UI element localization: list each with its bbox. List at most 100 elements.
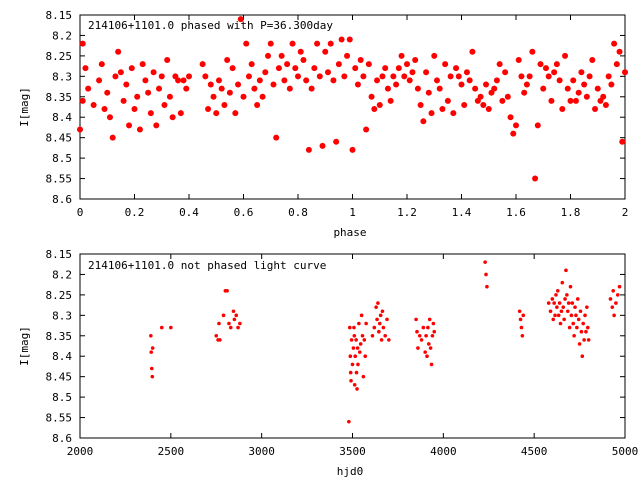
data-point xyxy=(270,81,277,88)
data-point xyxy=(368,93,375,100)
x-ticks: 0 0.2 0.4 0.6 0.8 1 1.2 1.4 1.6 1.8 2 xyxy=(77,15,628,219)
data-point xyxy=(254,101,261,108)
data-point xyxy=(557,301,562,305)
data-point xyxy=(427,317,432,322)
data-point xyxy=(245,73,252,80)
data-point xyxy=(370,333,375,338)
data-point xyxy=(382,65,389,72)
data-point xyxy=(427,342,431,346)
data-point xyxy=(217,321,221,326)
data-point xyxy=(453,65,460,72)
data-point xyxy=(267,40,274,47)
data-point xyxy=(616,48,623,55)
data-point xyxy=(363,126,370,133)
data-point xyxy=(232,110,239,117)
data-point xyxy=(347,325,352,330)
data-point xyxy=(589,56,596,63)
data-point xyxy=(515,56,522,63)
data-point xyxy=(357,56,364,63)
data-point xyxy=(221,313,226,318)
data-point xyxy=(562,52,569,59)
data-point xyxy=(300,56,307,63)
data-point xyxy=(572,97,579,104)
data-point xyxy=(236,325,240,330)
data-point xyxy=(424,333,428,338)
data-point xyxy=(384,85,391,92)
data-point xyxy=(123,81,130,88)
data-point xyxy=(504,93,511,100)
data-point xyxy=(295,73,301,80)
data-point xyxy=(371,106,378,113)
data-point xyxy=(142,77,149,84)
y-ticks: 8.15 8.2 8.25 8.3 8.35 8.4 8.45 8.5 8.55 8.6 xyxy=(46,248,625,445)
data-point xyxy=(532,175,539,182)
data-point xyxy=(568,284,573,289)
data-point xyxy=(436,85,443,92)
y-tick-label: 8.3 xyxy=(52,309,72,322)
data-point xyxy=(149,333,153,338)
data-point xyxy=(156,85,163,92)
data-point xyxy=(537,61,544,68)
data-point xyxy=(372,325,377,330)
data-point xyxy=(354,81,361,88)
data-point xyxy=(322,48,329,55)
data-point xyxy=(583,313,587,318)
data-point xyxy=(136,126,143,133)
data-point xyxy=(466,77,473,84)
data-point xyxy=(251,85,258,92)
data-point xyxy=(401,73,408,80)
y-tick-label: 8.25 xyxy=(46,289,73,302)
data-point xyxy=(101,106,108,113)
data-point xyxy=(613,61,620,68)
data-point xyxy=(348,370,353,375)
data-point xyxy=(275,65,282,72)
data-point xyxy=(352,333,357,338)
y-tick-label: 8.45 xyxy=(46,132,73,145)
data-point xyxy=(183,85,190,92)
data-point xyxy=(349,146,356,153)
data-point xyxy=(526,73,533,80)
data-point xyxy=(477,93,484,100)
data-point xyxy=(499,97,506,104)
data-point xyxy=(117,69,124,76)
data-point xyxy=(324,69,331,76)
data-point xyxy=(404,61,410,68)
data-point xyxy=(600,93,607,100)
x-tick-label: 1.4 xyxy=(452,206,472,219)
data-point xyxy=(542,65,549,72)
data-point xyxy=(429,362,434,367)
data-point xyxy=(560,280,565,285)
data-point xyxy=(432,329,437,334)
data-point xyxy=(414,317,418,322)
data-point xyxy=(376,101,383,108)
data-point xyxy=(159,325,164,330)
data-point xyxy=(376,301,380,305)
data-point xyxy=(349,338,354,342)
data-point xyxy=(594,85,601,92)
data-point xyxy=(218,338,222,342)
y-tick-label: 8.2 xyxy=(52,29,72,42)
data-point xyxy=(510,130,517,137)
data-point xyxy=(551,69,558,76)
x-tick-label: 5000 xyxy=(612,445,639,458)
y-tick-label: 8.2 xyxy=(52,268,72,281)
data-point xyxy=(387,338,391,342)
x-tick-label: 0.4 xyxy=(179,206,199,219)
data-point xyxy=(375,317,379,322)
data-point xyxy=(205,106,212,113)
data-point xyxy=(352,65,359,72)
data-point xyxy=(214,333,219,338)
data-point xyxy=(419,338,424,342)
x-tick-label: 1.2 xyxy=(397,206,417,219)
data-point xyxy=(430,333,435,338)
data-point xyxy=(409,69,416,76)
data-point xyxy=(109,134,116,141)
data-point xyxy=(237,16,244,23)
data-point xyxy=(552,301,556,305)
data-point xyxy=(562,317,566,322)
y-axis-label: I[mag] xyxy=(18,326,31,366)
data-point xyxy=(583,93,590,100)
data-point xyxy=(379,338,384,342)
data-point xyxy=(256,77,263,84)
